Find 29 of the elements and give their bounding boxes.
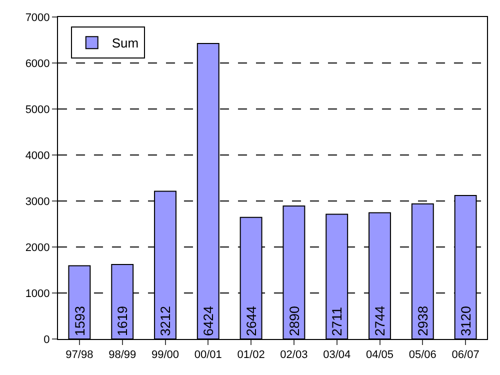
- x-tick-label: 97/98: [66, 349, 94, 362]
- data-label: 2890: [286, 306, 302, 336]
- y-tick-label: 0: [44, 334, 50, 346]
- x-tick-label: 04/05: [366, 349, 394, 362]
- legend-label: Sum: [112, 36, 139, 51]
- x-tick-label: 99/00: [151, 349, 180, 362]
- x-tick-label: 05/06: [408, 349, 436, 362]
- data-label: 2644: [244, 305, 259, 336]
- y-tick-label: 5000: [25, 104, 50, 116]
- y-tick-label: 4000: [25, 150, 50, 162]
- x-tick-label: 03/04: [323, 349, 351, 362]
- data-label: 1619: [115, 306, 130, 336]
- x-tick-label: 01/02: [237, 349, 265, 362]
- y-tick-label: 3000: [25, 196, 50, 208]
- data-label: 3120: [458, 306, 474, 336]
- data-label: 2711: [330, 306, 345, 336]
- y-tick-label: 1000: [25, 288, 50, 300]
- data-label: 6424: [200, 305, 216, 336]
- x-tick-label: 00/01: [194, 349, 222, 362]
- data-label: 2938: [415, 306, 430, 336]
- data-label: 1593: [72, 306, 88, 336]
- y-tick-label: 6000: [25, 58, 50, 70]
- x-tick-label: 02/03: [280, 349, 308, 362]
- y-tick-label: 7000: [25, 12, 50, 24]
- y-tick-label: 2000: [25, 242, 50, 254]
- data-label: 3212: [158, 306, 174, 336]
- x-tick-label: 98/99: [108, 349, 136, 362]
- x-tick-label: 06/07: [452, 349, 480, 362]
- data-label: 2744: [372, 305, 388, 336]
